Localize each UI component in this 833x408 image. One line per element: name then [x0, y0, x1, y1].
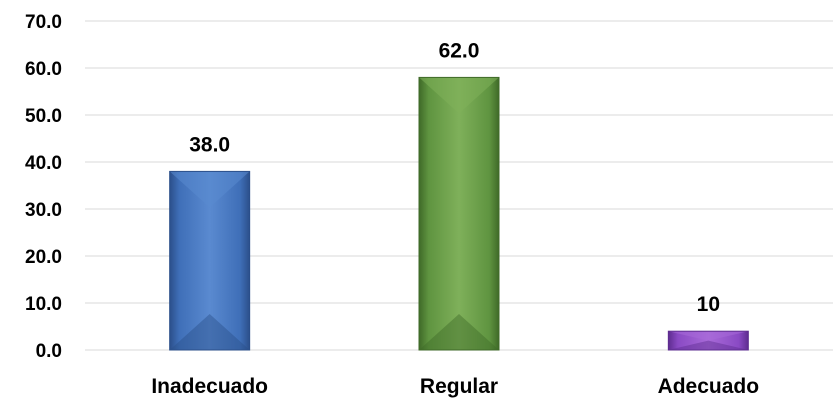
y-tick-label: 70.0 — [25, 12, 62, 33]
bar-bottom-bevel — [169, 314, 250, 350]
y-tick-label: 40.0 — [25, 153, 62, 174]
data-labels: 38.0 62.0 10 — [189, 39, 720, 316]
bar-outline — [169, 170, 251, 351]
bar-top-bevel — [169, 171, 250, 208]
y-tick-label: 50.0 — [25, 106, 62, 127]
category-label: Regular — [420, 375, 498, 398]
bar-regular — [418, 76, 500, 351]
category-label: Adecuado — [658, 375, 760, 398]
bar-bottom-bevel — [419, 314, 499, 350]
bar-body — [419, 77, 499, 351]
y-tick-label: 0.0 — [36, 341, 62, 362]
bar-bottom-bevel — [668, 340, 749, 350]
bar-top-bevel — [419, 77, 499, 114]
bar-inadecuado — [169, 170, 251, 351]
bars — [169, 76, 749, 351]
data-label: 38.0 — [189, 133, 230, 156]
data-label: 62.0 — [439, 39, 480, 62]
y-tick-label: 20.0 — [25, 247, 62, 268]
x-axis-category-labels: Inadecuado Regular Adecuado — [151, 375, 759, 398]
bar-top-bevel — [668, 331, 749, 341]
bar-adecuado — [667, 330, 749, 351]
y-tick-label: 10.0 — [25, 294, 62, 315]
y-tick-label: 60.0 — [25, 59, 62, 80]
y-axis-tick-labels: 0.0 10.0 20.0 30.0 40.0 50.0 60.0 70.0 — [25, 12, 62, 362]
bar-outline — [667, 330, 749, 351]
bar-outline — [418, 76, 500, 351]
data-label: 10 — [697, 293, 720, 316]
y-tick-label: 30.0 — [25, 200, 62, 221]
category-label: Inadecuado — [151, 375, 268, 398]
